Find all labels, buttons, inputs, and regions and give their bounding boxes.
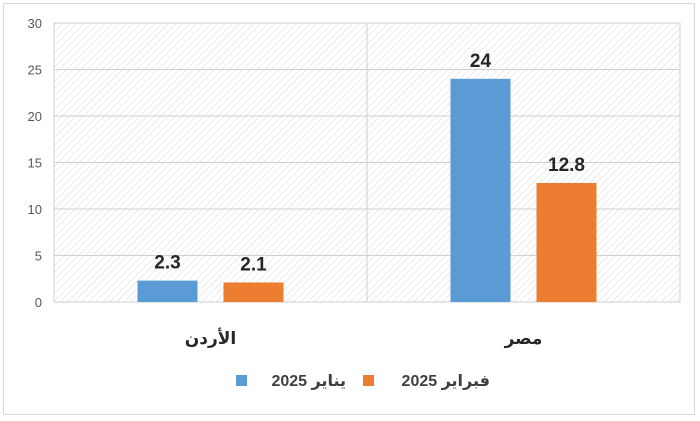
bar bbox=[450, 78, 511, 302]
data-label: 12.8 bbox=[548, 155, 585, 176]
data-labels: 2.3 2.1 24 12.8 bbox=[154, 51, 585, 276]
y-tick-label: 20 bbox=[28, 109, 42, 124]
legend-label: فبراير 2025 bbox=[402, 373, 490, 390]
y-tick-label: 10 bbox=[28, 202, 42, 217]
bar bbox=[137, 280, 198, 302]
bar bbox=[536, 182, 597, 302]
y-axis-ticks: 0 5 10 15 20 25 30 bbox=[28, 16, 42, 310]
category-labels: الأردن مصر bbox=[185, 328, 543, 349]
category-label: مصر bbox=[504, 329, 543, 349]
legend: يناير 2025 فبراير 2025 bbox=[236, 373, 490, 390]
y-tick-label: 25 bbox=[28, 63, 42, 78]
legend-swatch bbox=[363, 375, 374, 386]
chart-frame: 0 5 10 15 20 25 30 2.3 2.1 24 12.8 الأردن مصر يناي… bbox=[3, 3, 695, 415]
data-label: 24 bbox=[470, 51, 492, 72]
data-label: 2.3 bbox=[154, 253, 180, 274]
bar-chart: 0 5 10 15 20 25 30 2.3 2.1 24 12.8 الأردن مصر يناي… bbox=[28, 16, 681, 390]
bars bbox=[137, 78, 597, 302]
y-tick-label: 15 bbox=[28, 156, 42, 171]
legend-label: يناير 2025 bbox=[271, 373, 346, 390]
category-label: الأردن bbox=[185, 328, 237, 348]
data-label: 2.1 bbox=[240, 254, 267, 275]
y-tick-label: 5 bbox=[35, 249, 42, 264]
y-tick-label: 0 bbox=[35, 295, 42, 310]
legend-swatch bbox=[236, 375, 247, 386]
bar bbox=[223, 282, 284, 302]
y-tick-label: 30 bbox=[28, 16, 42, 31]
